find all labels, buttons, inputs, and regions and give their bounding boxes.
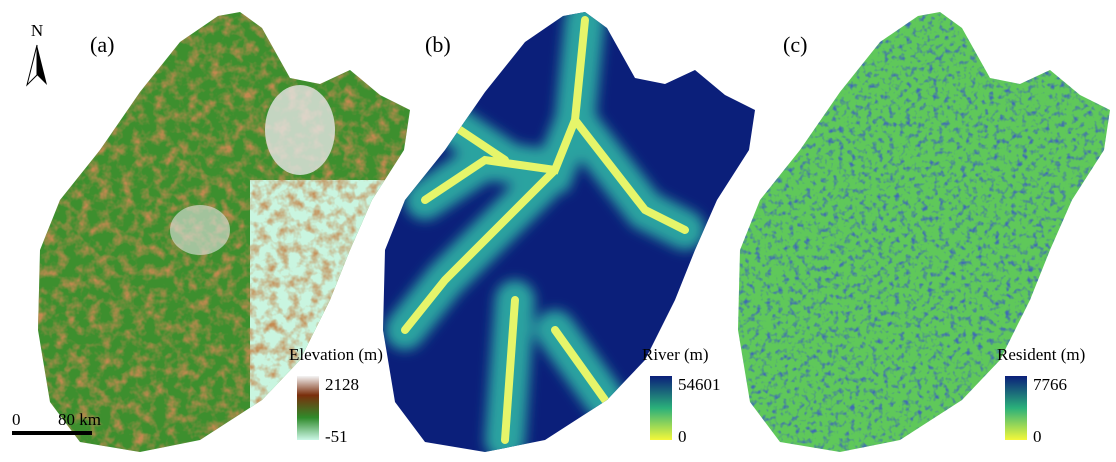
map-elevation xyxy=(0,0,450,457)
scale-end: 80 km xyxy=(58,410,101,429)
north-label: N xyxy=(31,21,43,40)
legend-min: 0 xyxy=(1033,427,1042,446)
legend-title: Elevation (m) xyxy=(289,345,383,364)
legend-max: 7766 xyxy=(1033,375,1067,394)
legend-max: 54601 xyxy=(678,375,721,394)
legend-colorbar xyxy=(1005,376,1027,440)
legend-max: 2128 xyxy=(325,375,359,394)
legend-colorbar xyxy=(650,376,672,440)
legend-min: 0 xyxy=(678,427,687,446)
legend-title: River (m) xyxy=(642,345,709,364)
panel-label: (b) xyxy=(425,32,451,57)
scale-start: 0 xyxy=(12,410,21,429)
legend-title: Resident (m) xyxy=(997,345,1085,364)
panel-label: (a) xyxy=(90,32,114,57)
north-arrow: N xyxy=(27,21,47,85)
panel-label: (c) xyxy=(783,32,807,57)
figure: N 0 80 km (a) Elevation (m) 2128 -51 (b) Rive… xyxy=(0,0,1116,457)
legend-min: -51 xyxy=(325,427,348,446)
scale-bar: 0 80 km xyxy=(12,410,101,435)
legend-colorbar xyxy=(297,376,319,440)
